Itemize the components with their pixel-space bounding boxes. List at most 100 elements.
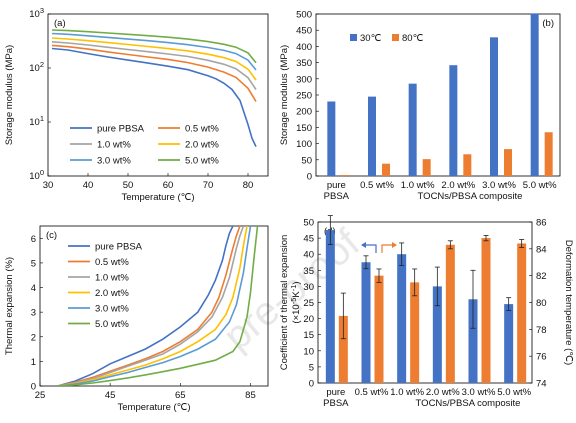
panel-b-ytick-label: 100	[296, 139, 312, 150]
panel-b-ylabel: Storage modulus (MPa)	[279, 45, 290, 145]
panel-a-xtick-label: 70	[203, 180, 214, 191]
panel-b: 0 50 100 150 200 250 300 350 400 450 500 Storage mo…	[279, 10, 561, 202]
panel-b-ytick-label: 0	[307, 172, 312, 183]
panel-b-bar	[382, 163, 390, 176]
unit-prefix: (×10	[291, 304, 302, 323]
panel-c-ytick-label: 0	[31, 382, 36, 393]
panel-d-bar	[517, 243, 527, 383]
panel-d-xlabel: TOCNs/PBSA composite	[416, 398, 521, 409]
panel-d-bar	[481, 238, 491, 383]
panel-d-bar	[468, 299, 478, 383]
panel-d-bar	[432, 286, 442, 383]
panel-b-tag: (b)	[542, 18, 554, 29]
panel-d-bar	[397, 254, 407, 383]
panel-d: 0 5 10 15 20 25 30 35 40 45 50 74 76 78 80 82 84 86 Coeffi…	[279, 215, 574, 409]
panel-d-ytick-right-label: 80	[536, 298, 547, 309]
panel-c-legend-label: 1.0 wt%	[95, 273, 129, 284]
panel-c-ytick-label: 5	[31, 258, 36, 269]
panel-d-bar	[338, 315, 348, 383]
panel-a-legend-label: pure PBSA	[97, 124, 145, 135]
panel-b-category-label: 2.0 wt%	[441, 180, 475, 191]
panel-b-category-label: 1.0 wt%	[401, 180, 435, 191]
panel-c-ytick-label: 6	[31, 234, 36, 245]
panel-a-legend-label: 5.0 wt%	[185, 156, 219, 167]
panel-a-ytick-label-exp: 3	[40, 6, 44, 15]
panel-b-category-label: 0.5 wt%	[360, 180, 394, 191]
panel-d-ytick-left-label: 45	[303, 234, 314, 245]
panel-b-bar	[327, 101, 336, 176]
panel-c-xtick-label: 25	[35, 390, 46, 401]
panel-c-frame	[39, 225, 269, 387]
panel-c-legend-label: 5.0 wt%	[95, 319, 129, 330]
panel-d-ytick-left-label: 40	[303, 250, 314, 261]
panel-a-legend-label: 0.5 wt%	[185, 124, 219, 135]
panel-a-legend-label: 1.0 wt%	[97, 140, 131, 151]
panel-a-legend-label: 3.0 wt%	[97, 156, 131, 167]
panel-a-ytick-label-exp: 0	[40, 168, 44, 177]
panel-d-ylabel-left: Coefficient of thermal expansion	[279, 235, 290, 371]
panel-a-ytick-label: 103	[29, 6, 44, 20]
panel-c-ytick-label: 3	[31, 308, 36, 319]
panel-b-ytick-label: 50	[301, 155, 312, 166]
panel-d-ytick-right-label: 86	[536, 218, 547, 229]
panel-d-bar	[410, 282, 420, 383]
panel-a-xtick-label: 60	[163, 180, 174, 191]
unit-end: )	[291, 281, 302, 284]
panel-d-bar	[361, 262, 371, 383]
panel-b-ytick-label: 300	[296, 74, 312, 85]
panel-d-ytick-right-label: 78	[536, 325, 547, 336]
unit-suffix: K	[291, 291, 302, 298]
panel-b-legend-swatch	[392, 34, 399, 41]
panel-c-xtick-label: 65	[175, 390, 186, 401]
panel-c-xtick-label: 85	[245, 390, 256, 401]
panel-c-xtick-label: 45	[105, 390, 116, 401]
panel-b-bar	[504, 149, 512, 176]
panel-b-bar	[341, 175, 350, 176]
panel-a-xtick-label: 80	[243, 180, 254, 191]
panel-a-series-line	[51, 32, 257, 71]
panel-a-series-line	[51, 41, 257, 90]
panel-c-tag: (c)	[46, 230, 57, 241]
panel-c-series-line	[57, 226, 245, 386]
panel-c-legend-label: 3.0 wt%	[95, 304, 129, 315]
panel-d-category-label: 2.0 wt%	[426, 387, 460, 398]
panel-a-frame	[47, 13, 269, 177]
panel-a-ylabel: Storage modulus (MPa)	[4, 45, 15, 145]
panel-d-ytick-left-label: 30	[303, 282, 314, 293]
panel-d-ytick-left-label: 20	[303, 314, 314, 325]
panel-d-bar	[504, 304, 514, 383]
panel-d-category-label: 0.5 wt%	[355, 387, 389, 398]
panel-a-ytick-label: 102	[29, 60, 44, 74]
panel-c-series-line	[57, 226, 259, 386]
panel-a-ytick-label-exp: 1	[40, 114, 44, 123]
panel-a-series-line	[51, 29, 257, 64]
panel-b-ytick-label: 500	[296, 10, 312, 21]
panel-d-category-label: 1.0 wt%	[390, 387, 424, 398]
panel-b-ytick-label: 350	[296, 58, 312, 69]
panel-b-ytick-label: 400	[296, 42, 312, 53]
panel-b-legend-label: 80℃	[402, 33, 424, 44]
panel-a-series-line	[51, 44, 257, 102]
panel-d-ytick-right-label: 74	[536, 379, 547, 390]
panel-d-ylabel-right: Deformation temperature (℃)	[563, 240, 574, 365]
blue-axis-arrow	[362, 244, 377, 253]
panel-b-ytick-label: 250	[296, 91, 312, 102]
panel-d-ytick-left-label: 0	[309, 379, 314, 390]
panel-b-xlabel: TOCNs/PBSA composite	[418, 191, 523, 202]
panel-d-category-label: 3.0 wt%	[462, 387, 496, 398]
blue-axis-arrowhead	[361, 242, 366, 248]
panel-a-xtick-label: 30	[43, 180, 54, 191]
panel-b-bar	[530, 13, 539, 176]
panel-d-category-label: PBSA	[323, 398, 349, 409]
panel-a-xtick-label: 50	[123, 180, 134, 191]
panel-c-ytick-label: 2	[31, 332, 36, 343]
panel-c-ytick-label: 4	[31, 283, 36, 294]
panel-a-ytick-label-base: 10	[29, 9, 40, 20]
panel-b-ytick-label: 450	[296, 26, 312, 37]
panel-d-bar	[445, 244, 455, 383]
panel-d-ylabel-left-unit: (×10-5K-1)	[289, 281, 302, 323]
panel-d-ytick-right-label: 76	[536, 352, 547, 363]
panel-b-bar	[368, 96, 376, 176]
panel-a-series-line	[51, 37, 257, 81]
